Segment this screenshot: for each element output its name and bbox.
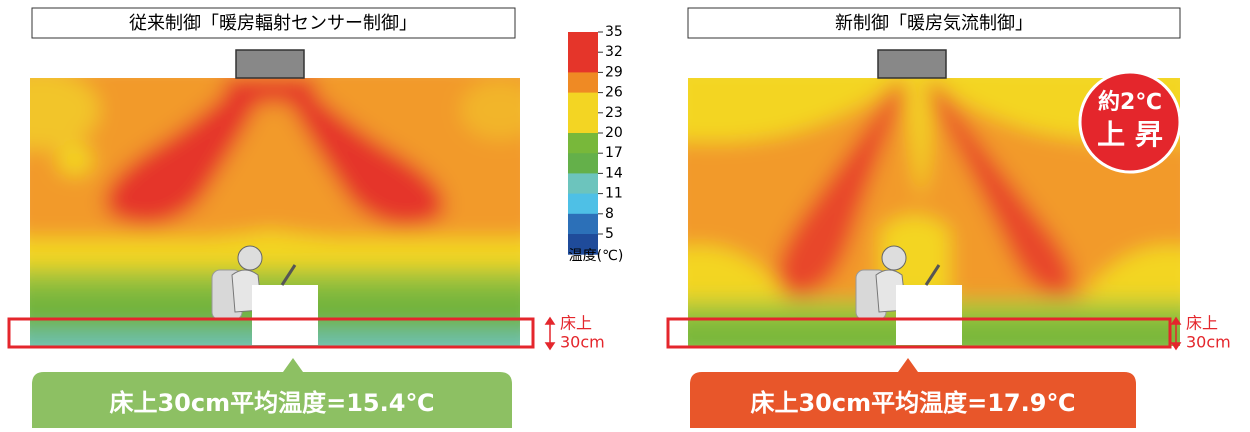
legend-tick-label: 14 — [605, 165, 623, 181]
legend-band — [568, 173, 598, 195]
legend-band — [568, 133, 598, 154]
legend-band — [568, 213, 598, 235]
legend-tick-label: 20 — [605, 125, 623, 141]
badge-text: 上 昇 — [1097, 118, 1163, 151]
color-legend: 35 32 29 26 23 20 17 14 11 8 5 — [568, 24, 623, 255]
legend-tick-label: 23 — [605, 105, 623, 121]
legend-band — [568, 153, 598, 174]
title-box — [31, 7, 516, 39]
legend-band — [568, 193, 598, 215]
panel-title: 従来制御「暖房輻射センサー制御」 — [129, 13, 417, 34]
legend-band — [568, 92, 598, 114]
legend-band — [568, 112, 598, 134]
floor-zone — [666, 317, 1172, 349]
badge-text: 約2℃ — [1098, 89, 1162, 115]
person-desk — [855, 245, 962, 345]
badge — [1078, 70, 1182, 174]
legend-tick-label: 29 — [605, 64, 623, 80]
person-desk — [211, 245, 318, 345]
panel-title: 新制御「暖房気流制御」 — [835, 13, 1033, 34]
ceiling-unit — [235, 49, 305, 79]
legend-tick-label: 5 — [605, 226, 614, 242]
result-pill — [690, 358, 1136, 428]
legend-tick-label: 8 — [605, 206, 614, 222]
height-arrow — [544, 316, 1182, 351]
floor-label: 床上 — [1186, 314, 1218, 333]
legend-band — [568, 52, 598, 73]
result-pill — [32, 358, 512, 428]
floor-label: 床上 — [560, 314, 592, 333]
ceiling-unit — [877, 49, 947, 79]
legend-band — [568, 72, 598, 94]
floor-zone — [7, 317, 535, 349]
result-text: 床上30cm平均温度=15.4℃ — [109, 389, 434, 417]
legend-band — [568, 234, 598, 255]
result-text: 床上30cm平均温度=17.9℃ — [750, 389, 1075, 417]
legend-tick-label: 26 — [605, 85, 623, 101]
legend-band — [568, 32, 598, 53]
legend-tick-label: 35 — [605, 24, 623, 40]
legend-label: 温度(℃) — [569, 248, 624, 264]
floor-label: 30cm — [1186, 333, 1231, 352]
title-box — [687, 7, 1181, 39]
legend-tick-label: 11 — [605, 186, 623, 202]
legend-tick-label: 32 — [605, 44, 623, 60]
legend-tick-label: 17 — [605, 145, 623, 161]
floor-label: 30cm — [560, 333, 605, 352]
